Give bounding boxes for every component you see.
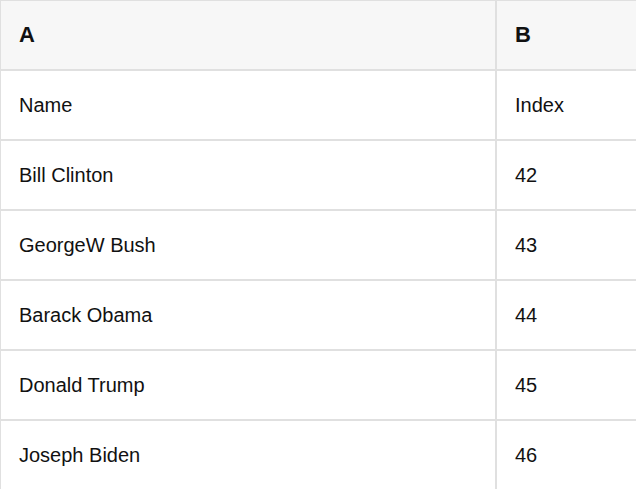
spreadsheet-preview-table: A B Name Index Bill Clinton 42 GeorgeW B… xyxy=(0,0,636,489)
table-row: Barack Obama 44 xyxy=(1,281,636,351)
table-row: Bill Clinton 42 xyxy=(1,141,636,211)
cell-index-46[interactable]: 46 xyxy=(497,421,636,489)
table-row: Donald Trump 45 xyxy=(1,351,636,421)
cell-index-45[interactable]: 45 xyxy=(497,351,636,419)
cell-index-44[interactable]: 44 xyxy=(497,281,636,349)
cell-name-header[interactable]: Name xyxy=(1,71,497,139)
table-row: Name Index xyxy=(1,71,636,141)
cell-name-barack-obama[interactable]: Barack Obama xyxy=(1,281,497,349)
column-header-b[interactable]: B xyxy=(497,1,636,69)
cell-name-joseph-biden[interactable]: Joseph Biden xyxy=(1,421,497,489)
cell-name-georgew-bush[interactable]: GeorgeW Bush xyxy=(1,211,497,279)
column-header-a[interactable]: A xyxy=(1,1,497,69)
table-row: Joseph Biden 46 xyxy=(1,421,636,489)
cell-name-bill-clinton[interactable]: Bill Clinton xyxy=(1,141,497,209)
cell-name-donald-trump[interactable]: Donald Trump xyxy=(1,351,497,419)
cell-index-header[interactable]: Index xyxy=(497,71,636,139)
column-header-row: A B xyxy=(1,1,636,71)
table-row: GeorgeW Bush 43 xyxy=(1,211,636,281)
cell-index-42[interactable]: 42 xyxy=(497,141,636,209)
cell-index-43[interactable]: 43 xyxy=(497,211,636,279)
